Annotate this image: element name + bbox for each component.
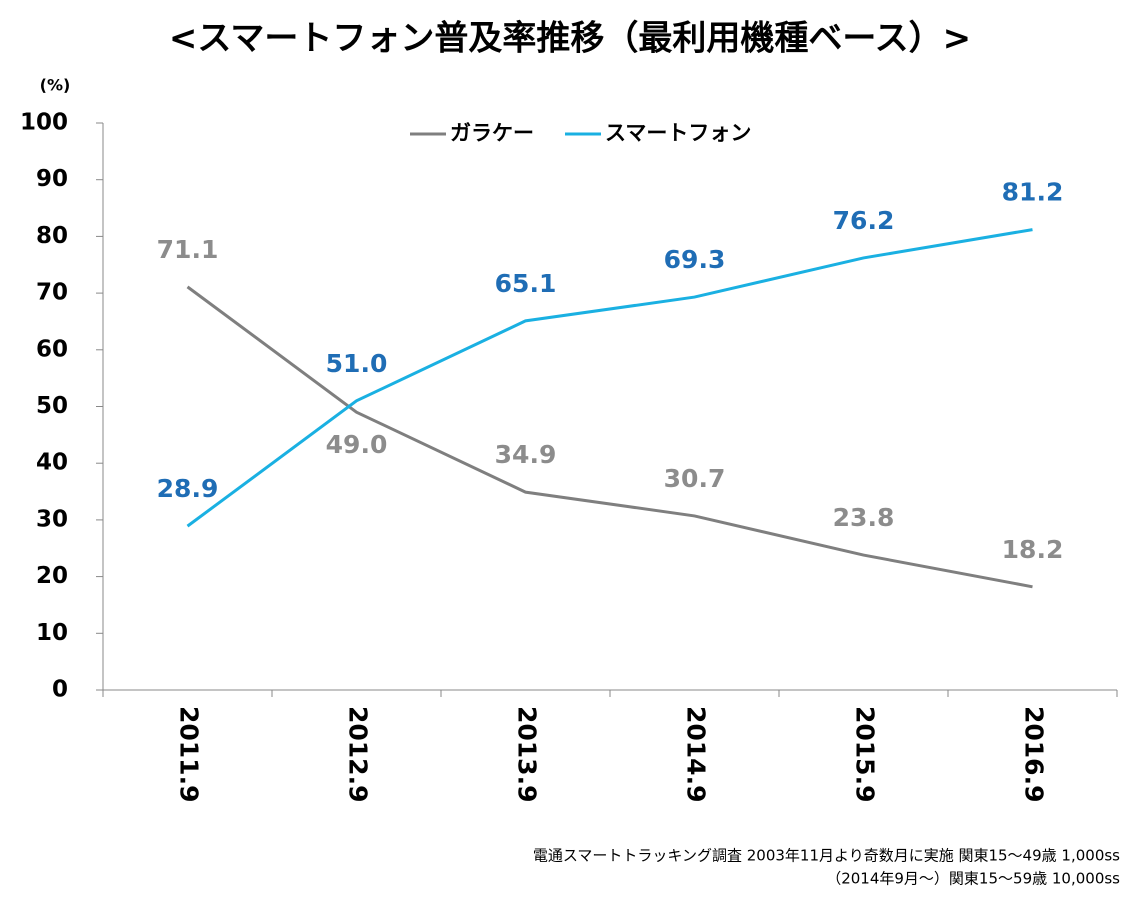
y-tick-label: 70 — [36, 280, 68, 306]
legend-label: ガラケー — [450, 121, 534, 145]
data-label: 34.9 — [495, 440, 557, 469]
x-tick-label: 2011.9 — [175, 706, 204, 802]
data-label: 18.2 — [1002, 535, 1064, 564]
footnote: 電通スマートトラッキング調査 2003年11月より奇数月に実施 関東15～49歳… — [533, 847, 1120, 865]
y-tick-label: 50 — [36, 393, 68, 419]
series-line — [186, 285, 1033, 589]
y-tick-label: 0 — [52, 677, 68, 703]
y-unit: (%) — [40, 76, 71, 95]
y-tick-label: 20 — [36, 563, 68, 589]
y-tick-label: 90 — [36, 166, 68, 192]
data-label: 71.1 — [157, 235, 219, 264]
footnote: （2014年9月～）関東15～59歳 10,000ss — [826, 870, 1120, 888]
x-tick-label: 2014.9 — [682, 706, 711, 802]
x-tick-label: 2015.9 — [851, 706, 880, 802]
y-tick-label: 40 — [36, 450, 68, 476]
data-label: 51.0 — [326, 349, 388, 378]
data-label: 30.7 — [664, 464, 726, 493]
data-label: 76.2 — [833, 206, 895, 235]
x-tick-label: 2013.9 — [513, 706, 542, 802]
legend-label: スマートフォン — [605, 121, 751, 145]
y-tick-label: 10 — [36, 620, 68, 646]
data-label: 81.2 — [1002, 178, 1064, 207]
y-tick-label: 30 — [36, 506, 68, 532]
y-tick-label: 60 — [36, 336, 68, 362]
data-label: 23.8 — [833, 503, 895, 532]
chart-title: <スマートフォン普及率推移（最利用機種ベース）> — [169, 19, 971, 59]
series-line — [186, 228, 1033, 528]
y-tick-label: 100 — [20, 110, 68, 136]
data-label: 69.3 — [664, 245, 726, 274]
x-tick-label: 2016.9 — [1020, 706, 1049, 802]
x-tick-label: 2012.9 — [344, 706, 373, 802]
y-tick-label: 80 — [36, 223, 68, 249]
data-label: 28.9 — [157, 474, 219, 503]
data-label: 49.0 — [326, 430, 388, 459]
data-label: 65.1 — [495, 269, 557, 298]
